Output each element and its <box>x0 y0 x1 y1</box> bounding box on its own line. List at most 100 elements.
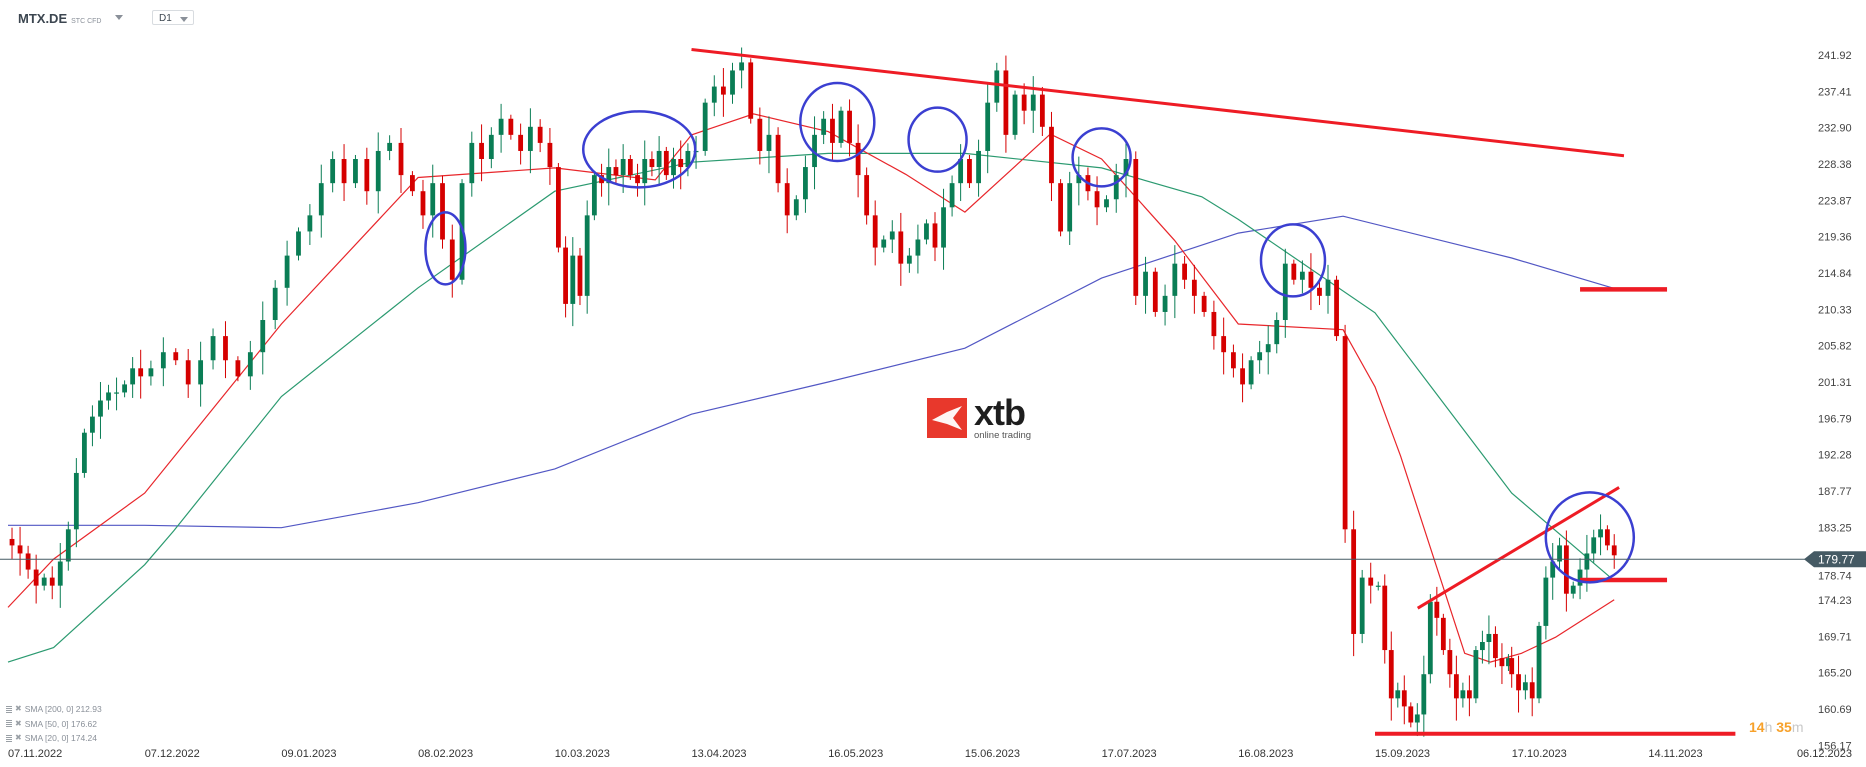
candle-body <box>711 86 717 103</box>
price-tick-label: 174.23 <box>1818 595 1852 607</box>
candle-body <box>1395 690 1401 699</box>
highlight-circle[interactable] <box>424 211 467 286</box>
symbol-selector[interactable]: MTX.DE STC CFD <box>18 11 124 26</box>
close-icon[interactable]: ✖ <box>15 733 22 742</box>
candle-body <box>872 215 878 248</box>
legend-label: SMA [20, 0] 174.24 <box>24 733 98 743</box>
legend-item-sma20[interactable]: ✖ SMA [20, 0] 174.24 <box>6 731 102 746</box>
candle-body <box>1557 545 1562 562</box>
candle-body <box>906 255 912 264</box>
candle-body <box>1221 336 1227 353</box>
candle-body <box>1529 682 1535 699</box>
indicator-legend: ✖ SMA [200, 0] 212.93 ✖ SMA [50, 0] 176.62… <box>6 702 102 746</box>
candle-body <box>1342 336 1348 530</box>
candle-body <box>1172 263 1178 296</box>
candle-body <box>1388 650 1394 699</box>
settings-icon[interactable] <box>6 734 12 742</box>
date-tick-label: 13.04.2023 <box>692 748 747 760</box>
legend-item-sma50[interactable]: ✖ SMA [50, 0] 176.62 <box>6 717 102 732</box>
candle-body <box>748 62 754 119</box>
candle-body <box>730 70 735 95</box>
close-icon[interactable]: ✖ <box>15 704 22 713</box>
chevron-down-icon[interactable] <box>115 15 124 20</box>
candle-body <box>1570 585 1576 594</box>
candle-body <box>173 352 179 361</box>
candle-body <box>766 134 772 151</box>
sma-line-50 <box>7 152 1615 663</box>
candle-body <box>1240 368 1245 385</box>
trend-line[interactable] <box>1416 486 1620 610</box>
price-tick-label: 192.28 <box>1818 450 1852 462</box>
candle-body <box>584 215 590 296</box>
highlight-circle[interactable] <box>907 106 968 173</box>
candle-body <box>498 118 504 135</box>
candle-body <box>570 255 576 304</box>
price-tick-label: 187.77 <box>1818 486 1852 498</box>
candle-body <box>353 159 358 184</box>
trend-line[interactable] <box>691 48 1625 158</box>
date-tick-label: 16.08.2023 <box>1238 748 1293 760</box>
price-tick-label: 169.71 <box>1818 631 1852 643</box>
candle-body <box>41 577 47 586</box>
settings-icon[interactable] <box>6 720 12 728</box>
candle-body <box>739 62 745 71</box>
candle-body <box>122 384 127 393</box>
candle-body <box>958 159 964 184</box>
candle-body <box>685 150 691 168</box>
candle-body <box>296 231 301 256</box>
moving-averages <box>7 113 1615 663</box>
candle-body <box>1440 617 1446 651</box>
candle-body <box>642 159 648 184</box>
settings-icon[interactable] <box>6 705 12 713</box>
candle-body <box>812 134 817 168</box>
candle-body <box>148 368 154 377</box>
symbol-name: MTX.DE <box>18 11 68 26</box>
timeframe-dropdown[interactable]: D1 <box>152 10 194 25</box>
price-axis[interactable]: 241.92 237.41 232.90 228.38 223.87 219.36 214.… <box>1818 50 1852 752</box>
candle-body <box>889 231 895 240</box>
candle-body <box>9 538 15 546</box>
candle-body <box>803 167 808 200</box>
candle-body <box>330 159 336 184</box>
highlight-circle[interactable] <box>799 81 876 163</box>
candle-body <box>1401 690 1407 707</box>
candle-body <box>663 150 669 176</box>
candle-body <box>488 134 494 160</box>
candle-body <box>620 159 626 176</box>
candle-body <box>864 175 870 216</box>
candle-body <box>1493 633 1498 659</box>
candle-body <box>855 142 861 176</box>
highlight-circle[interactable] <box>1544 491 1636 584</box>
candle-body <box>793 199 799 216</box>
candle-body <box>1123 159 1129 176</box>
candle-body <box>1486 633 1492 643</box>
candle-body <box>757 118 763 151</box>
candle-body <box>1577 569 1583 586</box>
candle-body <box>656 150 662 168</box>
candle-body <box>1509 658 1515 675</box>
price-tick-label: 165.20 <box>1818 668 1852 680</box>
candle-body <box>1499 658 1505 667</box>
highlight-circle[interactable] <box>1071 127 1132 188</box>
candle-body <box>341 159 347 184</box>
candle-body <box>25 553 31 570</box>
candle-body <box>1049 126 1054 184</box>
candle-body <box>976 150 981 184</box>
candle-body <box>375 150 381 192</box>
candle-body <box>160 352 166 369</box>
price-tick-label: 210.33 <box>1818 304 1852 316</box>
candle-body <box>1265 344 1271 353</box>
candle-body <box>1012 94 1018 135</box>
instrument-class: STC CFD <box>71 18 102 25</box>
candle-body <box>1408 706 1414 723</box>
candle-body <box>1113 175 1119 200</box>
candle-body <box>1604 529 1610 546</box>
candle-body <box>599 175 604 184</box>
time-axis[interactable]: 07.11.2022 07.12.2022 09.01.2023 08.02.2023… <box>8 748 1852 760</box>
highlight-circle[interactable] <box>581 110 697 189</box>
close-icon[interactable]: ✖ <box>15 718 22 728</box>
highlight-circle[interactable] <box>1259 223 1327 298</box>
legend-item-sma200[interactable]: ✖ SMA [200, 0] 212.93 <box>6 702 102 717</box>
price-tick-label: 160.69 <box>1818 704 1852 716</box>
